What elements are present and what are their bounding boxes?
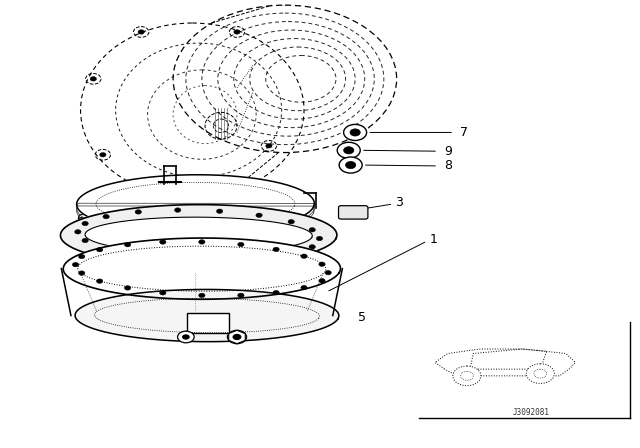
Circle shape <box>350 129 360 136</box>
Circle shape <box>103 246 109 251</box>
Circle shape <box>198 240 205 244</box>
Polygon shape <box>63 238 340 299</box>
FancyBboxPatch shape <box>339 206 368 219</box>
Circle shape <box>273 290 279 295</box>
Circle shape <box>175 257 181 261</box>
Circle shape <box>135 253 141 257</box>
Circle shape <box>175 208 181 212</box>
Text: J3092081: J3092081 <box>512 409 549 418</box>
Circle shape <box>266 144 272 148</box>
Text: 3: 3 <box>396 196 403 209</box>
Circle shape <box>344 147 354 154</box>
Text: 4: 4 <box>80 311 88 324</box>
Circle shape <box>301 285 307 290</box>
Circle shape <box>344 125 367 141</box>
Text: 5: 5 <box>358 311 365 324</box>
Circle shape <box>79 254 85 259</box>
Circle shape <box>319 262 325 267</box>
Circle shape <box>124 242 131 247</box>
Circle shape <box>346 161 356 168</box>
Circle shape <box>453 366 481 386</box>
Circle shape <box>103 214 109 219</box>
Circle shape <box>97 247 103 252</box>
Circle shape <box>309 245 316 249</box>
Circle shape <box>177 331 194 343</box>
Circle shape <box>216 258 223 263</box>
Text: 8: 8 <box>445 159 452 172</box>
Circle shape <box>316 236 323 241</box>
Circle shape <box>124 286 131 290</box>
Circle shape <box>82 238 88 243</box>
Circle shape <box>79 271 85 276</box>
Circle shape <box>159 291 166 295</box>
Circle shape <box>325 271 332 275</box>
Circle shape <box>256 213 262 218</box>
Circle shape <box>198 293 205 297</box>
Circle shape <box>75 229 81 234</box>
Circle shape <box>256 256 262 261</box>
Circle shape <box>534 369 547 378</box>
Circle shape <box>339 157 362 173</box>
Text: 9: 9 <box>445 145 452 158</box>
Circle shape <box>182 334 189 340</box>
Circle shape <box>337 142 360 158</box>
Circle shape <box>100 152 106 157</box>
Circle shape <box>288 220 294 224</box>
Bar <box>188 313 229 333</box>
Circle shape <box>216 209 223 213</box>
Circle shape <box>319 279 325 283</box>
Polygon shape <box>60 205 337 266</box>
Circle shape <box>227 330 246 344</box>
Polygon shape <box>77 175 314 233</box>
Polygon shape <box>85 217 312 253</box>
Circle shape <box>135 210 141 214</box>
Text: 6: 6 <box>76 213 84 226</box>
Circle shape <box>232 334 241 340</box>
Polygon shape <box>75 289 339 342</box>
Circle shape <box>237 242 244 247</box>
Circle shape <box>526 364 554 383</box>
Text: 1: 1 <box>430 233 438 246</box>
Text: 7: 7 <box>461 126 468 139</box>
Circle shape <box>288 251 294 256</box>
Circle shape <box>182 188 189 193</box>
Circle shape <box>461 371 473 380</box>
Text: 2: 2 <box>137 213 145 226</box>
Circle shape <box>309 228 316 232</box>
Circle shape <box>273 247 279 252</box>
Circle shape <box>159 240 166 244</box>
Circle shape <box>82 221 88 226</box>
Circle shape <box>138 30 145 34</box>
Circle shape <box>234 30 240 34</box>
Circle shape <box>90 77 97 81</box>
Circle shape <box>72 263 79 267</box>
Circle shape <box>237 293 244 297</box>
Circle shape <box>301 254 307 258</box>
Circle shape <box>97 279 103 283</box>
